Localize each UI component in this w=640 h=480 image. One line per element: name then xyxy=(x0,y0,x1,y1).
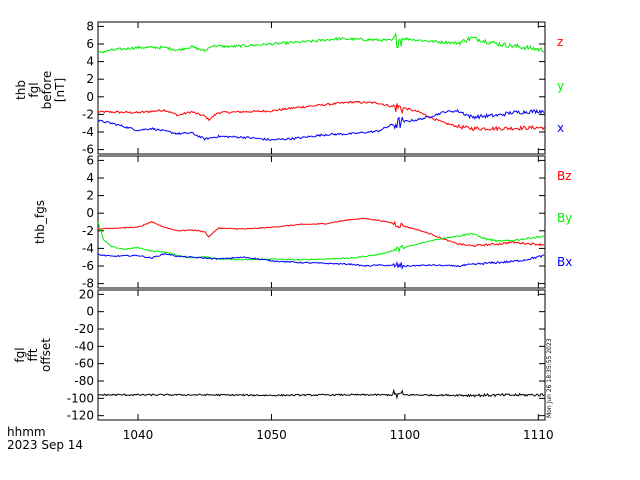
y-tick-label: -8 xyxy=(82,277,94,291)
series-line-by xyxy=(97,222,545,261)
y-tick-label: -4 xyxy=(82,241,94,255)
y-tick-label: 4 xyxy=(86,171,94,185)
series-line-z xyxy=(97,100,545,132)
y-tick-label: -40 xyxy=(74,339,94,353)
panel-frame xyxy=(97,21,546,155)
x-tick-label: 1100 xyxy=(390,428,421,442)
x-axis: 1040 1050 1100 1110 xyxy=(123,428,554,442)
x-tick-label: 1050 xyxy=(256,428,287,442)
y-tick-label: -60 xyxy=(74,357,94,371)
y-tick-label: 2 xyxy=(86,72,94,86)
y-tick-label: 6 xyxy=(86,153,94,167)
legend-x: x xyxy=(557,121,564,135)
y-axis-label: [nT] xyxy=(53,78,67,102)
y-tick-label: 0 xyxy=(86,90,94,104)
legend-bz: Bz xyxy=(557,169,572,183)
panel-1: -6 -4 -2 0 2 4 6 8 thb fgl before [nT] z y x xyxy=(14,19,564,156)
legend-bx: Bx xyxy=(557,255,572,269)
y-axis-label: offset xyxy=(39,338,53,372)
y-tick-label: -6 xyxy=(82,259,94,273)
y-tick-label: 6 xyxy=(86,37,94,51)
y-axis-label: thb xyxy=(14,80,28,100)
time-unit-label: hhmm xyxy=(7,425,46,439)
y-tick-label: 20 xyxy=(79,287,94,301)
panel-frame xyxy=(97,289,546,421)
y-tick-label: -2 xyxy=(82,224,94,238)
panel-3: -120 -100 -80 -60 -40 -20 0 20 fgl fft offset xyxy=(13,287,546,423)
timestamp-label: Mon Jun 26 18:35:55 2023 xyxy=(546,338,553,418)
y-axis-label: thb_fgs xyxy=(33,200,47,244)
x-tick-label: 1040 xyxy=(123,428,154,442)
y-tick-label: -20 xyxy=(74,322,94,336)
y-tick-label: -120 xyxy=(67,409,94,423)
y-axis-label: fgl xyxy=(27,82,41,97)
y-tick-label: -4 xyxy=(82,125,94,139)
y-tick-label: 0 xyxy=(86,206,94,220)
y-tick-label: 4 xyxy=(86,55,94,69)
x-tick-label: 1110 xyxy=(523,428,554,442)
series-line-y xyxy=(97,31,545,54)
panel-frame xyxy=(97,155,546,289)
y-tick-label: -2 xyxy=(82,107,94,121)
y-axis-label: before xyxy=(40,71,54,110)
series-line-offset xyxy=(97,388,545,400)
y-tick-label: 0 xyxy=(86,305,94,319)
y-tick-label: 2 xyxy=(86,189,94,203)
legend-by: By xyxy=(557,211,572,225)
y-tick-label: 8 xyxy=(86,19,94,33)
y-axis-label: fft xyxy=(26,348,40,361)
series-line-x xyxy=(97,108,545,141)
panel-2: -8 -6 -4 -2 0 2 4 6 thb_fgs Bz By Bx xyxy=(33,153,572,290)
legend-y: y xyxy=(557,79,564,93)
y-axis-label: fgl xyxy=(13,347,27,362)
date-label: 2023 Sep 14 xyxy=(7,438,83,452)
series-line-bx xyxy=(97,253,545,270)
y-tick-label: -100 xyxy=(67,391,94,405)
y-tick-label: -80 xyxy=(74,374,94,388)
legend-z: z xyxy=(557,35,563,49)
series-line-bz xyxy=(97,217,545,247)
y-tick-label: -6 xyxy=(82,143,94,157)
